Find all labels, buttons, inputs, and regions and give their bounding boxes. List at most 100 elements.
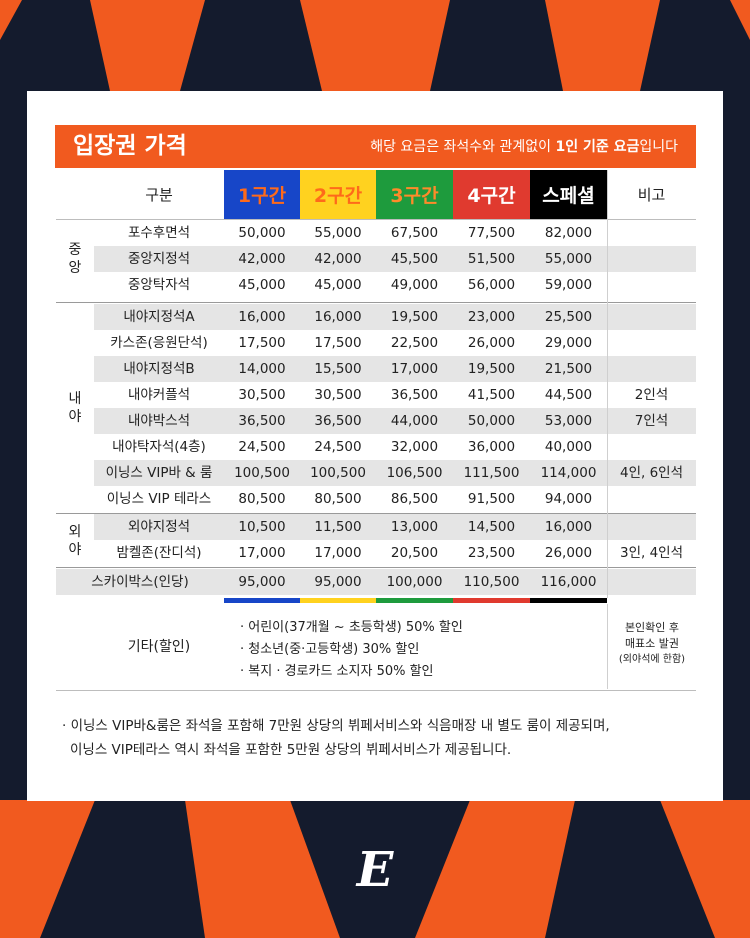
zone-strip-4 bbox=[453, 598, 530, 603]
price-cell: 17,500 bbox=[238, 335, 286, 351]
seat-name: 내야커플석 bbox=[127, 387, 191, 403]
table-row: 중앙지정석 42,000 42,000 45,500 51,500 55,000 bbox=[94, 246, 696, 272]
price-cell: 24,500 bbox=[314, 439, 362, 455]
price-cell: 100,500 bbox=[234, 465, 290, 481]
header-category: 구분 bbox=[145, 186, 173, 204]
price-cell: 106,500 bbox=[386, 465, 443, 481]
remark-cell bbox=[607, 304, 696, 330]
remark-cell bbox=[607, 272, 696, 298]
price-cell: 44,500 bbox=[544, 387, 593, 403]
price-cell: 42,000 bbox=[314, 251, 362, 267]
price-cell: 80,500 bbox=[314, 491, 362, 507]
price-cell: 55,000 bbox=[544, 251, 593, 267]
remark-cell: 3인, 4인석 bbox=[619, 545, 684, 561]
price-cell: 10,500 bbox=[238, 519, 286, 535]
seat-name: 포수후면석 bbox=[127, 225, 191, 241]
seat-name: 내야지정석B bbox=[123, 361, 195, 377]
group-central: 중 앙 bbox=[68, 242, 82, 276]
price-cell: 17,000 bbox=[314, 545, 362, 561]
price-cell: 40,000 bbox=[544, 439, 593, 455]
seat-name: 이닝스 VIP바 & 룸 bbox=[105, 465, 213, 481]
zone-header-3: 3구간 bbox=[376, 170, 453, 219]
remarks-divider bbox=[607, 170, 608, 598]
zone-header-4: 4구간 bbox=[453, 170, 530, 219]
banner-note-suffix: 입니다 bbox=[639, 139, 678, 155]
price-cell: 26,000 bbox=[544, 545, 593, 561]
price-cell: 16,000 bbox=[314, 309, 362, 325]
etc-divider bbox=[607, 604, 608, 689]
price-cell: 36,000 bbox=[467, 439, 516, 455]
price-cell: 19,500 bbox=[390, 309, 439, 325]
table-row: 포수후면석 50,000 55,000 67,500 77,500 82,000 bbox=[94, 220, 696, 246]
banner-note-text: 해당 요금은 좌석수와 관계없이 bbox=[370, 139, 556, 155]
price-cell: 86,500 bbox=[390, 491, 439, 507]
price-cell: 77,500 bbox=[467, 225, 516, 241]
footnote-line: 이닝스 VIP테라스 역시 좌석을 포함한 5만원 상당의 뷔페서비스가 제공됩… bbox=[70, 742, 512, 758]
table-row: 중앙탁자석 45,000 45,000 49,000 56,000 59,000 bbox=[94, 272, 696, 298]
logo-letter: E bbox=[355, 842, 395, 894]
price-cell: 53,000 bbox=[544, 413, 593, 429]
price-cell: 30,500 bbox=[238, 387, 286, 403]
price-cell: 51,500 bbox=[467, 251, 516, 267]
price-cell: 114,000 bbox=[540, 465, 597, 481]
table-row: 스카이박스(인당) 95,000 95,000 100,000 110,500 116,0… bbox=[56, 569, 696, 595]
table-row: 밤켈존(잔디석) 17,000 17,000 20,500 23,500 26,000 3인… bbox=[94, 540, 696, 566]
footnote-line: · 이닝스 VIP바&룸은 좌석을 포함해 7만원 상당의 뷔페서비스와 식음매… bbox=[62, 718, 610, 734]
table-row: 외야지정석 10,500 11,500 13,000 14,500 16,000 bbox=[94, 514, 696, 540]
seat-name: 외야지정석 bbox=[127, 519, 191, 535]
banner-note: 해당 요금은 좌석수와 관계없이 1인 기준 요금입니다 bbox=[370, 136, 678, 158]
table-bottom-border bbox=[56, 690, 696, 691]
group-infield: 내 야 bbox=[68, 391, 82, 425]
price-cell: 17,000 bbox=[390, 361, 439, 377]
price-cell: 14,000 bbox=[238, 361, 286, 377]
table-row: 이닝스 VIP바 & 룸 100,500 100,500 106,500 111,500… bbox=[94, 460, 696, 486]
table-row: 내야박스석 36,500 36,500 44,000 50,000 53,000 7인석 bbox=[94, 408, 696, 434]
price-cell: 56,000 bbox=[467, 277, 516, 293]
price-cell: 44,000 bbox=[390, 413, 439, 429]
price-cell: 19,500 bbox=[467, 361, 516, 377]
table-row: 내야지정석B 14,000 15,500 17,000 19,500 21,500 bbox=[94, 356, 696, 382]
table-row: 이닝스 VIP 테라스 80,500 80,500 86,500 91,500 94,00… bbox=[94, 486, 696, 512]
discount-item: · 어린이(37개월 ~ 초등학생) 50% 할인 bbox=[240, 620, 463, 635]
price-cell: 14,500 bbox=[467, 519, 516, 535]
remark-cell bbox=[607, 220, 696, 246]
seat-name: 내야지정석A bbox=[123, 309, 195, 325]
group-divider bbox=[56, 513, 696, 514]
price-cell: 15,500 bbox=[314, 361, 362, 377]
price-cell: 100,500 bbox=[310, 465, 366, 481]
zone-strip-1 bbox=[224, 598, 300, 603]
seat-name: 내야탁자석(4층) bbox=[112, 439, 206, 455]
remark-cell bbox=[607, 486, 696, 512]
discount-item: · 청소년(중·고등학생) 30% 할인 bbox=[240, 642, 420, 657]
price-cell: 45,000 bbox=[238, 277, 286, 293]
price-cell: 91,500 bbox=[467, 491, 516, 507]
footnote: · 이닝스 VIP바&룸은 좌석을 포함해 7만원 상당의 뷔페서비스와 식음매… bbox=[62, 714, 610, 762]
price-cell: 45,000 bbox=[314, 277, 362, 293]
price-cell: 45,500 bbox=[390, 251, 439, 267]
price-cell: 80,500 bbox=[238, 491, 286, 507]
header-divider bbox=[56, 219, 696, 220]
price-cell: 36,500 bbox=[314, 413, 362, 429]
price-cell: 36,500 bbox=[390, 387, 439, 403]
zone-header-special: 스페셜 bbox=[530, 170, 607, 219]
table-row: 내야지정석A 16,000 16,000 19,500 23,000 25,500 bbox=[94, 304, 696, 330]
price-cell: 21,500 bbox=[544, 361, 593, 377]
zone-strip-3 bbox=[376, 598, 453, 603]
zone-strip-special bbox=[530, 598, 607, 603]
price-cell: 24,500 bbox=[238, 439, 286, 455]
table-row: 내야탁자석(4층) 24,500 24,500 32,000 36,000 40,000 bbox=[94, 434, 696, 460]
group-divider bbox=[56, 302, 696, 303]
price-cell: 16,000 bbox=[544, 519, 593, 535]
price-cell: 95,000 bbox=[314, 574, 362, 590]
price-cell: 42,000 bbox=[238, 251, 286, 267]
remark-cell: 7인석 bbox=[634, 413, 669, 429]
price-cell: 13,000 bbox=[390, 519, 439, 535]
remark-cell bbox=[607, 514, 696, 540]
discount-note-line: (외야석에 한함) bbox=[618, 654, 686, 665]
price-cell: 30,500 bbox=[314, 387, 362, 403]
discount-item: · 복지 · 경로카드 소지자 50% 할인 bbox=[240, 664, 434, 679]
price-cell: 26,000 bbox=[467, 335, 516, 351]
price-cell: 67,500 bbox=[390, 225, 439, 241]
zone-strip-2 bbox=[300, 598, 376, 603]
seat-name: 중앙지정석 bbox=[127, 251, 191, 267]
